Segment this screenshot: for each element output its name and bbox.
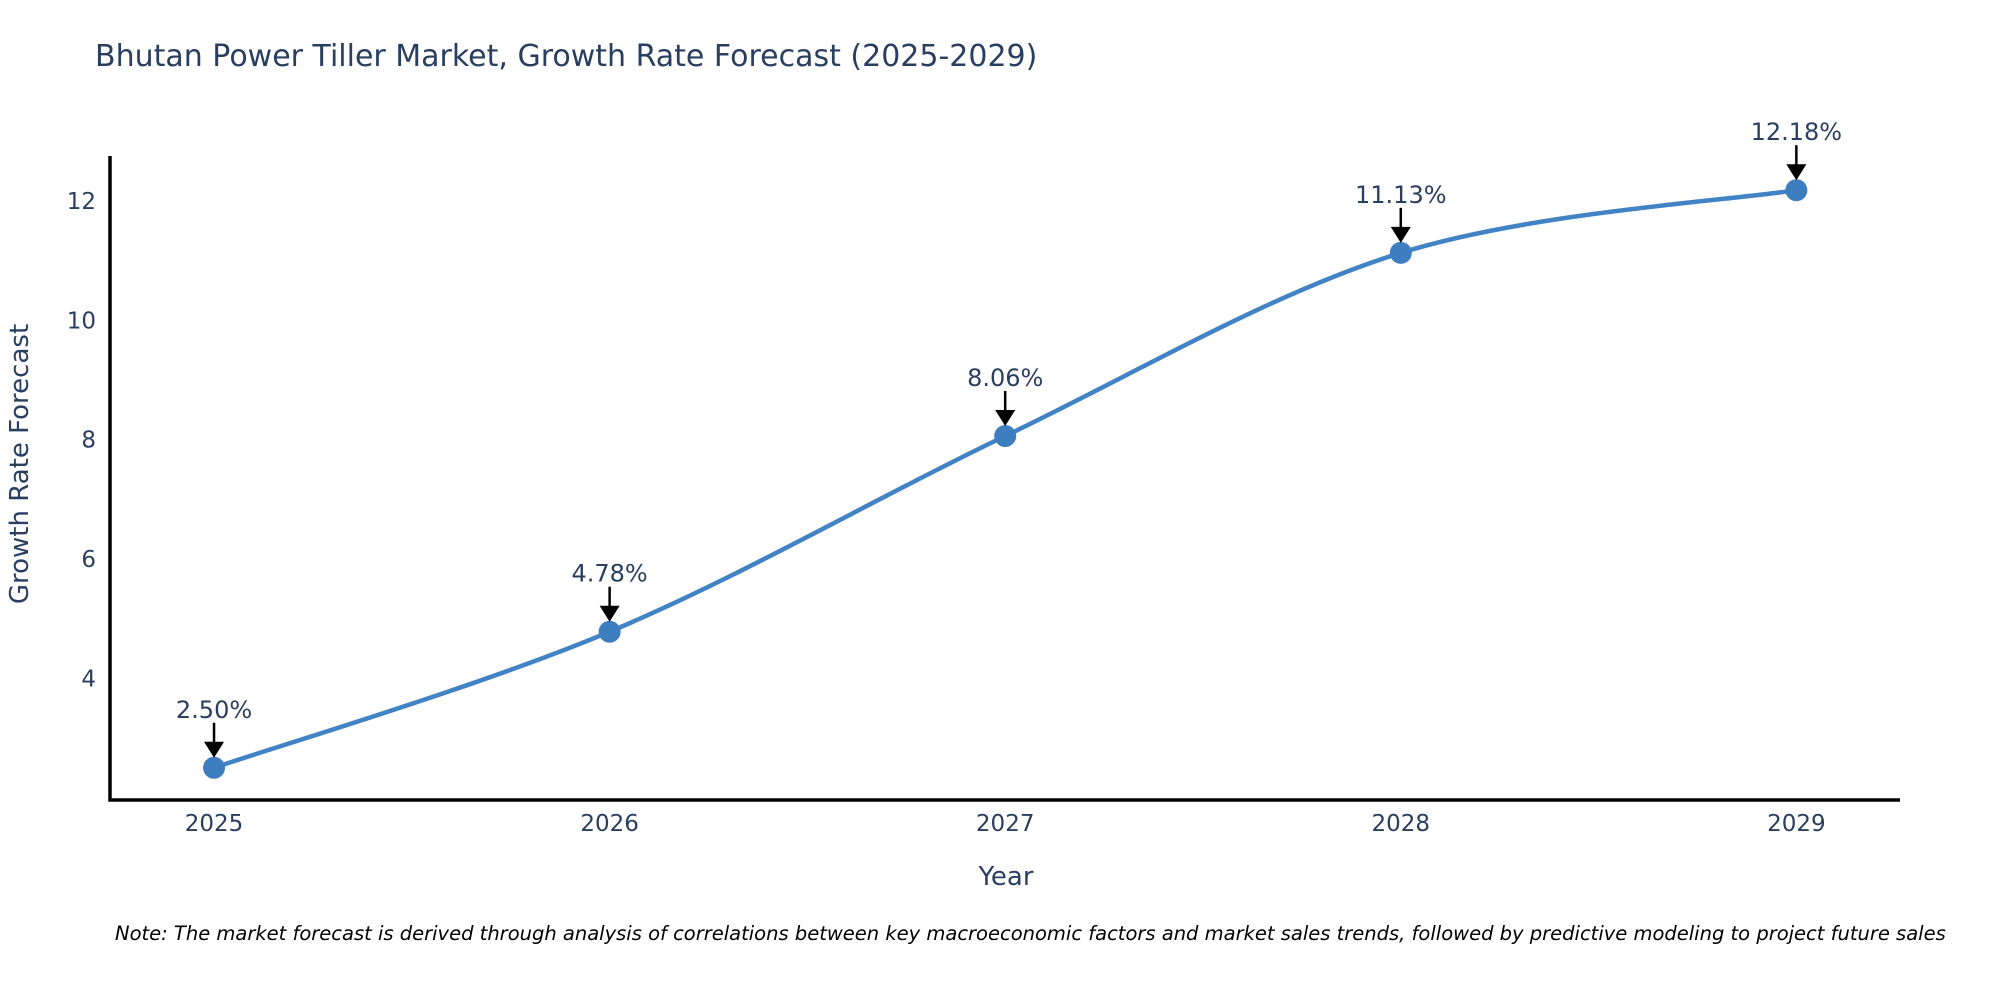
- data-point-label: 8.06%: [967, 364, 1043, 392]
- y-tick-label: 8: [81, 428, 96, 454]
- annotation-arrow-head: [995, 410, 1016, 427]
- chart-note: Note: The market forecast is derived thr…: [115, 922, 1946, 945]
- x-tick-label: 2025: [185, 811, 244, 837]
- data-point-marker: [203, 756, 226, 779]
- x-tick-label: 2027: [976, 811, 1035, 837]
- data-point-label: 11.13%: [1355, 181, 1447, 209]
- y-tick-label: 4: [81, 666, 96, 692]
- y-tick-label: 6: [81, 547, 96, 573]
- x-tick-label: 2026: [580, 811, 639, 837]
- data-point-label: 2.50%: [176, 696, 252, 724]
- series-line: [211, 187, 1799, 771]
- plot-area: 4 6 8 10 12 2025 2026 2027 2028 2029 2.50% 4.78% 8.0…: [67, 118, 1900, 837]
- x-tick-label: 2028: [1372, 811, 1431, 837]
- axis-lines: [108, 156, 1900, 802]
- y-axis-title: Growth Rate Forecast: [5, 324, 35, 604]
- data-point-marker: [994, 425, 1017, 448]
- data-point-marker: [598, 620, 621, 643]
- chart-title: Bhutan Power Tiller Market, Growth Rate …: [95, 39, 1037, 74]
- data-point-marker: [1389, 241, 1412, 264]
- x-tick-label: 2029: [1767, 811, 1826, 837]
- annotation-arrow-head: [204, 741, 225, 758]
- annotation-arrow-head: [1786, 164, 1807, 181]
- x-axis-title: Year: [977, 862, 1033, 892]
- y-tick-label: 12: [67, 189, 96, 215]
- y-tick-label: 10: [67, 308, 96, 334]
- annotation-arrow-head: [599, 605, 620, 622]
- data-point-label: 12.18%: [1751, 118, 1843, 146]
- data-point-marker: [1785, 179, 1808, 202]
- data-point-label: 4.78%: [571, 560, 647, 588]
- annotation-arrow-head: [1390, 226, 1411, 243]
